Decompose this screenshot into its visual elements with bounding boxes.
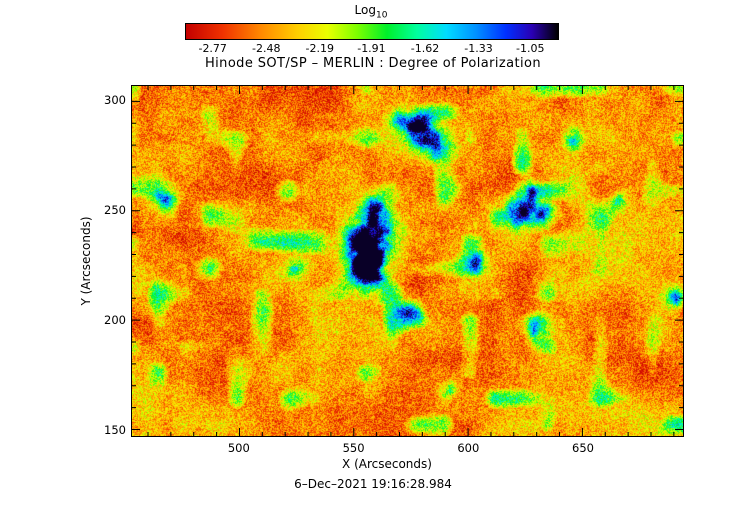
x-tick-label: 500 — [227, 441, 250, 455]
y-tick-label: 200 — [104, 313, 126, 328]
timestamp-caption: 6–Dec–2021 19:16:28.984 — [294, 477, 452, 491]
colorbar-title: Log10 — [185, 3, 557, 20]
colorbar-gradient — [185, 23, 559, 40]
y-tick-label: 150 — [104, 423, 126, 438]
colorbar-tick-label: -2.77 — [198, 42, 227, 55]
x-tick-label: 650 — [572, 441, 594, 455]
x-axis-label: X (Arcseconds) — [342, 457, 432, 471]
colorbar-title-subscript: 10 — [375, 10, 388, 21]
colorbar-tick-label: -2.48 — [251, 42, 281, 55]
colorbar-tick-labels: -2.77 -2.48 -2.19 -1.91 -1.62 -1.33 -1.05 — [185, 42, 557, 56]
plot-title: Hinode SOT/SP – MERLIN : Degree of Polar… — [205, 56, 541, 71]
plot-area — [131, 85, 684, 437]
y-tick-label: 300 — [104, 93, 126, 108]
y-tick-label: 250 — [104, 203, 126, 218]
x-tick-label: 600 — [457, 441, 480, 455]
colorbar-tick-label: -1.33 — [464, 42, 493, 55]
colorbar-title-text: Log — [354, 3, 376, 17]
axis-ticks — [132, 86, 683, 436]
colorbar-tick-label: -1.62 — [410, 42, 440, 55]
colorbar-tick-label: -1.91 — [357, 42, 386, 55]
colorbar-tick-label: -1.05 — [515, 42, 545, 55]
y-axis-label: Y (Arcseconds) — [79, 216, 93, 306]
colorbar-tick-label: -2.19 — [305, 42, 334, 55]
x-tick-label: 550 — [342, 441, 365, 455]
heatmap-canvas — [132, 86, 683, 436]
